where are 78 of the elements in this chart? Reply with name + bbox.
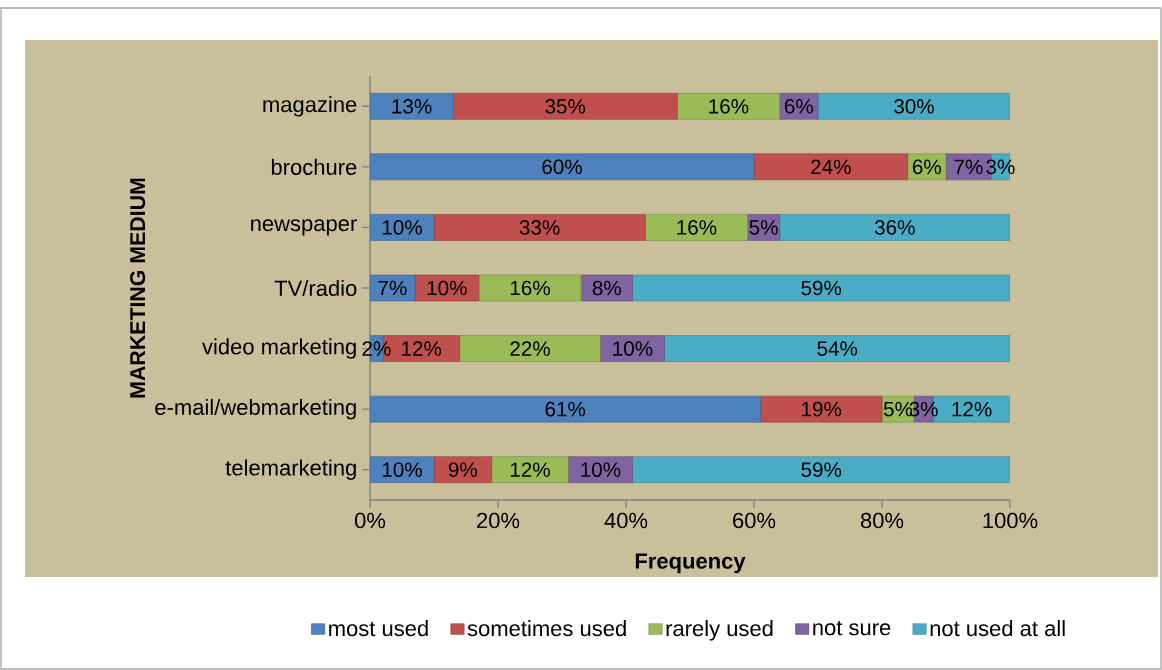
data-label: 24%: [811, 159, 851, 175]
y-tick-label: TV/radio: [274, 279, 357, 297]
data-label: 30%: [894, 98, 934, 114]
data-label: 16%: [709, 98, 749, 114]
bar: [580, 274, 633, 302]
x-tick-label: 60%: [733, 512, 776, 529]
bar: [676, 93, 780, 120]
x-tick-label: 100%: [983, 512, 1038, 529]
bar: [414, 274, 480, 302]
legend-label: not used at all: [930, 620, 1065, 637]
bar: [779, 214, 1010, 241]
data-label: 10%: [382, 462, 422, 478]
bar: [753, 153, 908, 181]
data-label: 16%: [510, 280, 550, 296]
bar: [370, 214, 435, 241]
data-label: 54%: [817, 341, 858, 356]
bar: [459, 335, 601, 362]
data-label: 61%: [545, 401, 586, 417]
data-label: 12%: [952, 401, 992, 417]
data-label: 9%: [448, 462, 477, 478]
bar: [817, 93, 1010, 120]
y-tick-label: telemarketing: [225, 459, 356, 480]
data-label: 10%: [581, 462, 621, 478]
bar: [760, 395, 883, 423]
x-tick-label: 40%: [604, 512, 648, 529]
data-label: 2%: [362, 341, 391, 356]
data-label: 59%: [801, 280, 842, 296]
data-label: 19%: [802, 401, 842, 417]
x-axis-title: Frequency: [635, 553, 746, 574]
data-label: 60%: [542, 159, 582, 175]
y-axis-title: MARKETING MEDIUM: [130, 178, 146, 398]
data-label: 35%: [545, 98, 586, 114]
data-label: 33%: [519, 220, 560, 235]
bar: [370, 395, 761, 423]
data-label: 10%: [382, 220, 422, 235]
y-tick-label: brochure: [271, 158, 357, 175]
bar: [491, 456, 569, 483]
bar: [370, 153, 755, 181]
bar: [600, 335, 665, 362]
y-tick-label: magazine: [263, 96, 357, 117]
y-tick-label: video marketing: [202, 338, 356, 359]
bar: [370, 456, 435, 483]
bar: [433, 456, 492, 483]
data-label: 6%: [784, 98, 813, 114]
bar: [632, 274, 1010, 302]
bar: [568, 456, 633, 483]
data-label: 12%: [510, 462, 550, 477]
bar: [452, 93, 678, 120]
x-tick-label: 20%: [477, 512, 520, 529]
data-label: 22%: [510, 341, 550, 356]
x-tick-label: 0%: [354, 512, 386, 529]
data-label: 7%: [954, 159, 983, 175]
data-label: 13%: [392, 98, 432, 114]
legend-label: rarely used: [666, 620, 773, 641]
legend-label: most used: [329, 620, 428, 637]
data-label: 10%: [427, 280, 467, 296]
data-label: 6%: [912, 159, 941, 175]
data-label: 36%: [874, 220, 915, 235]
bar: [370, 93, 454, 120]
y-tick-label: e-mail/webmarketing: [155, 398, 356, 420]
bar: [907, 153, 947, 181]
data-label: 5%: [749, 220, 778, 235]
data-label: 10%: [613, 341, 653, 356]
data-label: 7%: [378, 280, 407, 296]
data-label: 59%: [801, 462, 842, 478]
data-label: 16%: [677, 220, 717, 235]
y-tick-label: newspaper: [251, 219, 357, 236]
legend-label: not sure: [813, 620, 891, 636]
bar: [370, 274, 416, 302]
bar: [478, 274, 582, 302]
bar: [433, 214, 646, 241]
bar: [644, 214, 748, 241]
data-label: 12%: [402, 341, 442, 356]
x-tick-label: 80%: [860, 512, 904, 529]
data-label: 8%: [592, 280, 621, 296]
bar: [632, 456, 1010, 483]
bar: [664, 335, 1010, 362]
legend-label: sometimes used: [467, 620, 626, 637]
